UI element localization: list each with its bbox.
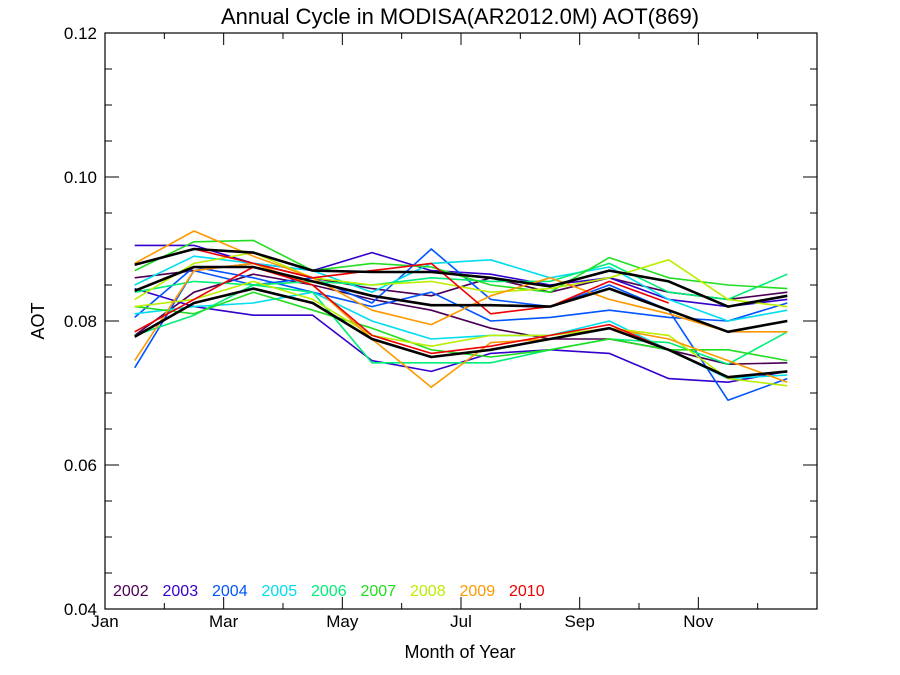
y-tick-label: 0.06	[64, 456, 97, 475]
y-tick-label: 0.10	[64, 168, 97, 187]
x-tick-label: Nov	[683, 612, 714, 631]
x-tick-label: May	[326, 612, 359, 631]
series-line-2010-17	[134, 266, 670, 355]
y-tick-label: 0.04	[64, 600, 97, 619]
legend-entry-2004: 2004	[212, 583, 248, 600]
legend-entry-2010: 2010	[509, 583, 545, 600]
legend-entry-2007: 2007	[361, 583, 397, 600]
series-line-mean-20	[134, 287, 788, 379]
series-line-2008-12	[134, 251, 788, 308]
legend: 2002 2003 2004 2005 2006 2007 2008 2009 2010	[113, 583, 545, 600]
series-line-2004-5	[134, 266, 788, 322]
series-lines	[134, 230, 788, 401]
x-tick-label: Mar	[209, 612, 239, 631]
series-line-2002-0	[134, 273, 788, 365]
series-line-2005-7	[134, 255, 788, 322]
chart-title: Annual Cycle in MODISA(AR2012.0M) AOT(86…	[221, 4, 699, 29]
series-line-mean-19	[134, 265, 788, 334]
y-tick-label: 0.12	[64, 24, 97, 43]
y-tick-labels: 0.04 0.06 0.08 0.10 0.12	[64, 24, 97, 619]
x-tick-labels: Jan Mar May Jul Sep Nov	[91, 612, 714, 631]
series-line-2010-16	[134, 248, 669, 315]
legend-entry-2003: 2003	[163, 583, 199, 600]
plot-frame	[104, 32, 818, 610]
legend-entry-2005: 2005	[262, 583, 298, 600]
y-axis-label: AOT	[28, 302, 48, 339]
y-tick-label: 0.08	[64, 312, 97, 331]
x-axis-label: Month of Year	[404, 642, 515, 662]
x-tick-label: Sep	[565, 612, 595, 631]
x-tick-label: Jan	[91, 612, 118, 631]
series-line-2009-14	[134, 262, 788, 388]
series-line-mean-18	[134, 247, 788, 308]
x-tick-label: Jul	[450, 612, 472, 631]
legend-entry-2008: 2008	[410, 583, 446, 600]
axis-ticks	[104, 32, 818, 610]
legend-entry-2009: 2009	[460, 583, 496, 600]
legend-entry-2006: 2006	[311, 583, 347, 600]
series-line-2008-13	[134, 280, 788, 387]
legend-entry-2002: 2002	[113, 583, 149, 600]
